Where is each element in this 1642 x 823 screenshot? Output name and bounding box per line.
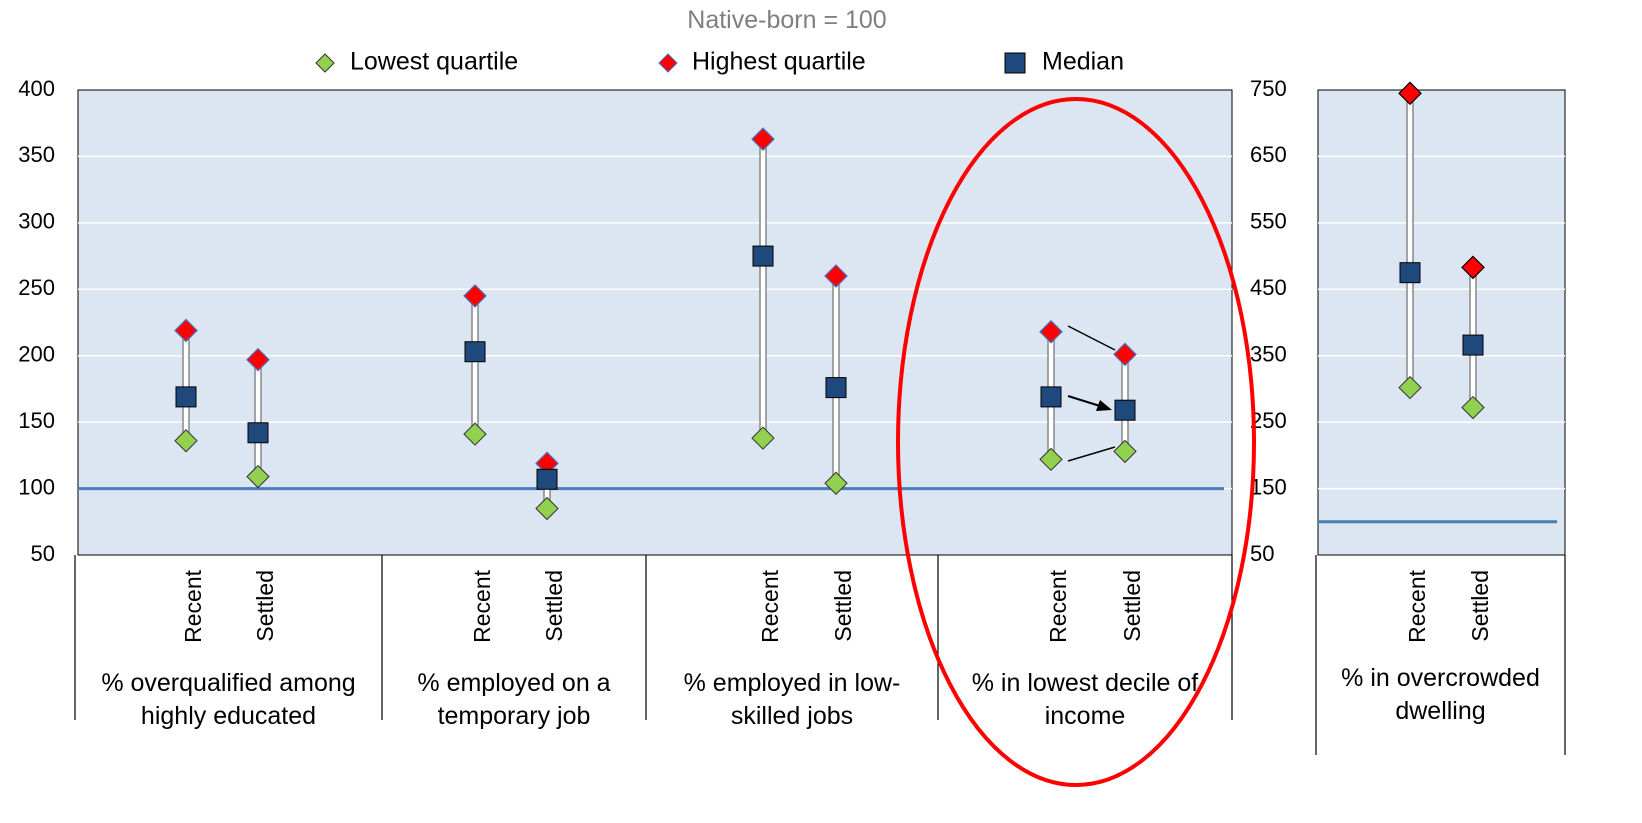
lowest-quartile-marker bbox=[463, 422, 487, 446]
median-marker bbox=[1040, 386, 1062, 408]
legend-marker bbox=[658, 53, 678, 73]
y-tick-label: 50 bbox=[31, 541, 55, 566]
median-marker bbox=[825, 377, 847, 399]
highest-quartile-marker bbox=[751, 127, 775, 152]
y-tick-label: 250 bbox=[18, 275, 55, 300]
y-tick-label: 450 bbox=[1250, 275, 1287, 300]
median-marker bbox=[175, 386, 197, 408]
y-tick-label: 250 bbox=[1250, 408, 1287, 433]
lowest-quartile-marker bbox=[1039, 447, 1063, 472]
median-marker bbox=[536, 468, 558, 490]
y-tick-label: 550 bbox=[1250, 209, 1287, 234]
y-tick-label: 150 bbox=[1250, 474, 1287, 499]
median-marker bbox=[1462, 334, 1484, 356]
x-tick-label: Recent bbox=[180, 569, 206, 642]
range-connector bbox=[1406, 92, 1414, 389]
highest-quartile-marker bbox=[463, 284, 487, 308]
lowest-quartile-marker bbox=[1113, 439, 1137, 464]
plot-area bbox=[77, 89, 1233, 556]
highest-quartile-marker bbox=[1039, 319, 1063, 344]
x-tick-label: Settled bbox=[1467, 570, 1493, 642]
y-tick-label: 350 bbox=[18, 142, 55, 167]
y-tick-label: 400 bbox=[18, 76, 55, 101]
x-tick-label: Recent bbox=[757, 569, 783, 642]
median-marker bbox=[1114, 399, 1136, 421]
highlight-ellipse bbox=[896, 97, 1256, 787]
y-tick-label: 200 bbox=[18, 342, 55, 367]
lowest-quartile-marker bbox=[535, 496, 559, 521]
group-label: % employed in low-skilled jobs bbox=[683, 669, 901, 730]
x-tick-label: Recent bbox=[1045, 569, 1071, 642]
annotation-arrowhead bbox=[1096, 400, 1112, 411]
range-connector bbox=[254, 358, 262, 478]
group-label: % in lowest decile of income bbox=[971, 669, 1199, 730]
group-label: % overqualified among highly educated bbox=[101, 669, 356, 730]
group-label: % employed on a temporary job bbox=[417, 669, 611, 730]
highest-quartile-marker bbox=[1113, 342, 1137, 367]
y-tick-label: 300 bbox=[18, 209, 55, 234]
x-tick-label: Recent bbox=[1404, 569, 1430, 642]
legend-marker bbox=[315, 53, 335, 73]
y-tick-label: 150 bbox=[18, 408, 55, 433]
annotation-arrow bbox=[1067, 395, 1101, 407]
highest-quartile-marker bbox=[174, 318, 198, 343]
lowest-quartile-marker bbox=[174, 429, 198, 453]
highest-quartile-marker bbox=[1398, 81, 1422, 106]
range-connector bbox=[182, 329, 190, 442]
median-marker bbox=[464, 341, 486, 363]
legend-label: Median bbox=[1042, 48, 1124, 76]
lowest-quartile-marker bbox=[1398, 375, 1422, 400]
x-tick-label: Settled bbox=[1119, 570, 1145, 642]
group-label: % in overcrowded dwelling bbox=[1341, 664, 1540, 725]
y-tick-label: 50 bbox=[1250, 541, 1274, 566]
lowest-quartile-marker bbox=[751, 426, 775, 450]
median-marker bbox=[752, 245, 774, 267]
y-tick-label: 650 bbox=[1250, 142, 1287, 167]
range-connector bbox=[759, 138, 767, 439]
lowest-quartile-marker bbox=[246, 464, 270, 489]
plot-area bbox=[1317, 89, 1566, 556]
highest-quartile-marker bbox=[246, 347, 270, 372]
y-tick-label: 750 bbox=[1250, 76, 1287, 101]
y-tick-label: 100 bbox=[18, 474, 55, 499]
median-marker bbox=[1399, 262, 1421, 284]
x-tick-label: Settled bbox=[252, 570, 278, 642]
x-tick-label: Recent bbox=[469, 569, 495, 642]
lowest-quartile-marker bbox=[824, 471, 848, 495]
median-marker bbox=[247, 422, 269, 444]
subtitle: Native-born = 100 bbox=[687, 6, 886, 34]
legend-marker bbox=[1004, 52, 1026, 74]
x-tick-label: Settled bbox=[830, 570, 856, 642]
x-tick-label: Settled bbox=[541, 570, 567, 642]
legend-label: Lowest quartile bbox=[350, 48, 518, 76]
highest-quartile-marker bbox=[1461, 255, 1485, 280]
range-connector bbox=[471, 295, 479, 435]
annotation-line bbox=[1067, 446, 1116, 462]
y-tick-label: 350 bbox=[1250, 342, 1287, 367]
highest-quartile-marker bbox=[824, 264, 848, 288]
lowest-quartile-marker bbox=[1461, 395, 1485, 420]
legend-label: Highest quartile bbox=[692, 48, 866, 76]
annotation-line bbox=[1067, 325, 1116, 351]
